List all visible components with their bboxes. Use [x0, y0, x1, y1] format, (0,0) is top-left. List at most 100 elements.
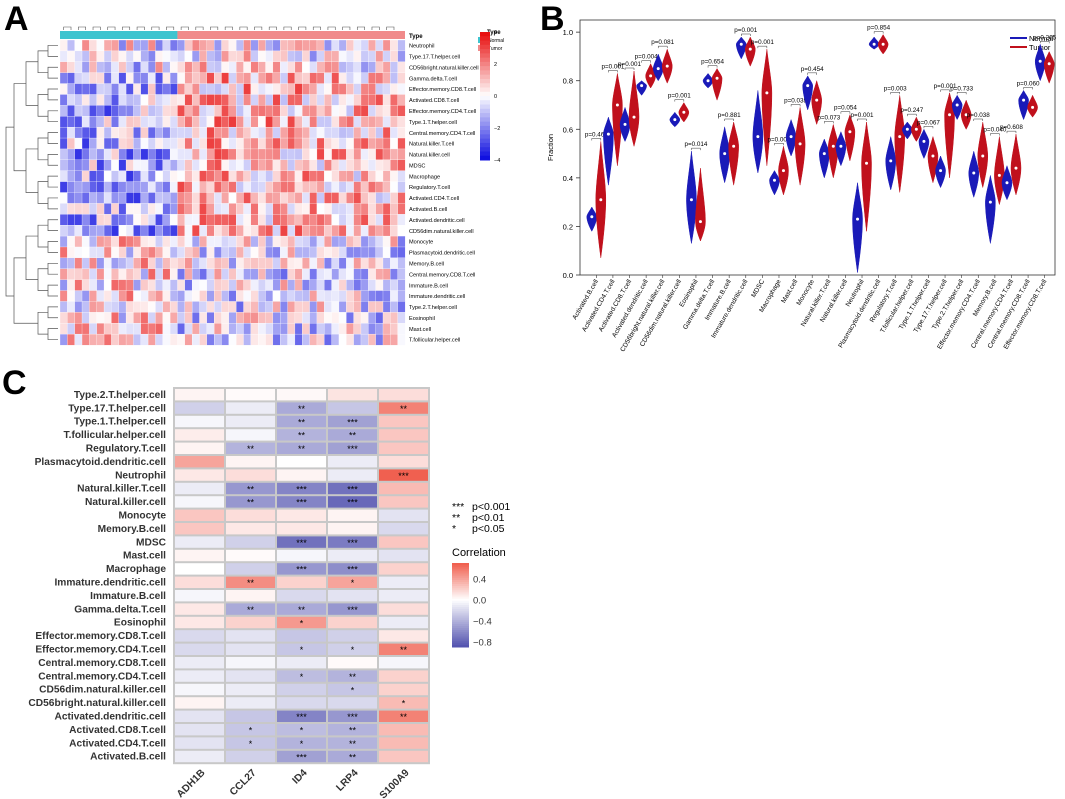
heatmap-a-cell [324, 290, 332, 302]
heatmap-a-cell [375, 116, 384, 128]
heatmap-a-cell [338, 323, 347, 335]
violin-normal [819, 138, 830, 179]
heatmap-a-cell [280, 333, 288, 346]
heatmap-a-cell [346, 39, 354, 52]
heatmap-a-cell [353, 181, 362, 193]
heatmap-c-row-label: Natural.killer.T.cell [77, 484, 166, 495]
heatmap-a-cell [147, 181, 156, 193]
heatmap-a-cell [147, 50, 156, 63]
violin-normal-median [806, 84, 810, 88]
heatmap-a-cell [191, 137, 200, 150]
heatmap-a-cell [147, 159, 156, 172]
heatmap-a-cell [228, 181, 237, 193]
heatmap-a-row-label: Effector.memory.CD8.T.cell [409, 87, 476, 93]
heatmap-a-cell [140, 39, 149, 52]
violin-tumor [794, 107, 806, 186]
heatmap-a-cell [162, 257, 171, 270]
colorbar-segment [452, 590, 469, 593]
heatmap-a-cell [397, 246, 406, 259]
heatmap-a-cell [59, 72, 68, 84]
heatmap-a-cell [140, 159, 149, 172]
heatmap-a-cell [324, 257, 332, 270]
heatmap-a-cell [199, 268, 208, 280]
heatmap-a-row-label: Natural.killer.cell [409, 153, 450, 159]
heatmap-a-cell [390, 225, 399, 237]
heatmap-a-cell [294, 301, 303, 313]
violin-tumor-median [665, 64, 669, 68]
heatmap-a-cell [272, 72, 281, 84]
heatmap-a-cell [309, 323, 318, 335]
colorbar-segment [452, 621, 469, 625]
heatmap-a-cell [309, 181, 318, 193]
heatmap-a-cell [103, 105, 112, 117]
heatmap-a-cell [360, 323, 369, 335]
heatmap-a-cell [382, 137, 391, 150]
heatmap-c-row-label: Plasmacytoid.dendritic.cell [35, 457, 167, 468]
heatmap-a-cell [258, 105, 266, 117]
heatmap-a-row-label: Central.memory.CD4.T.cell [409, 131, 475, 137]
heatmap-a-cell [265, 301, 274, 313]
heatmap-a-cell [258, 94, 266, 106]
heatmap-a-cell [265, 159, 274, 172]
heatmap-a-cell [236, 301, 244, 313]
heatmap-a-cell [280, 301, 288, 313]
heatmap-a-cell [221, 126, 230, 139]
heatmap-a-row-label: Effector.memory.CD4.T.cell [409, 109, 476, 115]
dendrogram-branch [356, 26, 365, 30]
heatmap-a-cell [67, 279, 76, 291]
heatmap-a-cell [250, 279, 259, 291]
heatmap-a-cell [294, 203, 303, 215]
heatmap-a-row-label: Immature.dendritic.cell [409, 294, 465, 300]
heatmap-c-cell [277, 429, 326, 441]
heatmap-a-cell [390, 126, 399, 139]
heatmap-a-cell [309, 257, 318, 270]
heatmap-c-cell [226, 576, 275, 588]
violin-tumor-median [781, 169, 785, 173]
heatmap-a-cell [258, 126, 266, 139]
heatmap-a-cell [81, 225, 90, 237]
colorbar-segment [452, 594, 469, 598]
heatmap-a-cell [125, 301, 134, 313]
heatmap-a-cell [184, 246, 193, 259]
heatmap-a-cell [272, 333, 281, 346]
heatmap-a-cell [125, 268, 134, 280]
heatmap-a-cell [382, 279, 391, 291]
heatmap-a-cell [191, 235, 200, 248]
heatmap-a-cell [103, 225, 112, 237]
pvalue-label: p=0.067 [917, 119, 940, 126]
heatmap-a-cell [81, 235, 90, 248]
heatmap-a-cell [368, 105, 376, 117]
heatmap-a-cell [184, 159, 193, 172]
heatmap-a-cell [147, 170, 156, 182]
heatmap-a-cell [287, 301, 296, 313]
heatmap-a-cell [133, 268, 142, 280]
heatmap-a-cell [346, 333, 354, 346]
heatmap-c-cell [277, 482, 326, 495]
heatmap-a-cell [206, 148, 215, 161]
heatmap-a-cell [111, 312, 120, 324]
heatmap-a-cell [250, 246, 259, 259]
heatmap-a-cell [338, 137, 347, 150]
heatmap-a-cell [294, 72, 303, 84]
heatmap-a-cell [272, 94, 281, 106]
colorbar-segment [480, 104, 490, 110]
heatmap-a-cell [272, 290, 281, 302]
colorbar-segment [480, 121, 490, 127]
heatmap-a-cell [221, 235, 230, 248]
heatmap-a-cell [191, 290, 200, 302]
heatmap-a-cell [390, 181, 399, 193]
heatmap-c-cell [277, 710, 326, 722]
heatmap-a-cell [236, 181, 244, 193]
heatmap-a-cell [294, 246, 303, 259]
heatmap-a-cell [67, 301, 76, 313]
heatmap-c-star: ** [247, 605, 255, 615]
heatmap-a-row-label: Macrophage [409, 174, 440, 180]
heatmap-a-cell [67, 39, 76, 52]
dendrogram-branch [47, 66, 58, 79]
heatmap-a-cell [111, 105, 120, 117]
colorbar-segment [452, 628, 469, 631]
heatmap-a-cell [316, 301, 325, 313]
heatmap-a-cell [125, 333, 134, 346]
heatmap-a-cell [390, 279, 399, 291]
heatmap-a-cell [118, 181, 127, 193]
